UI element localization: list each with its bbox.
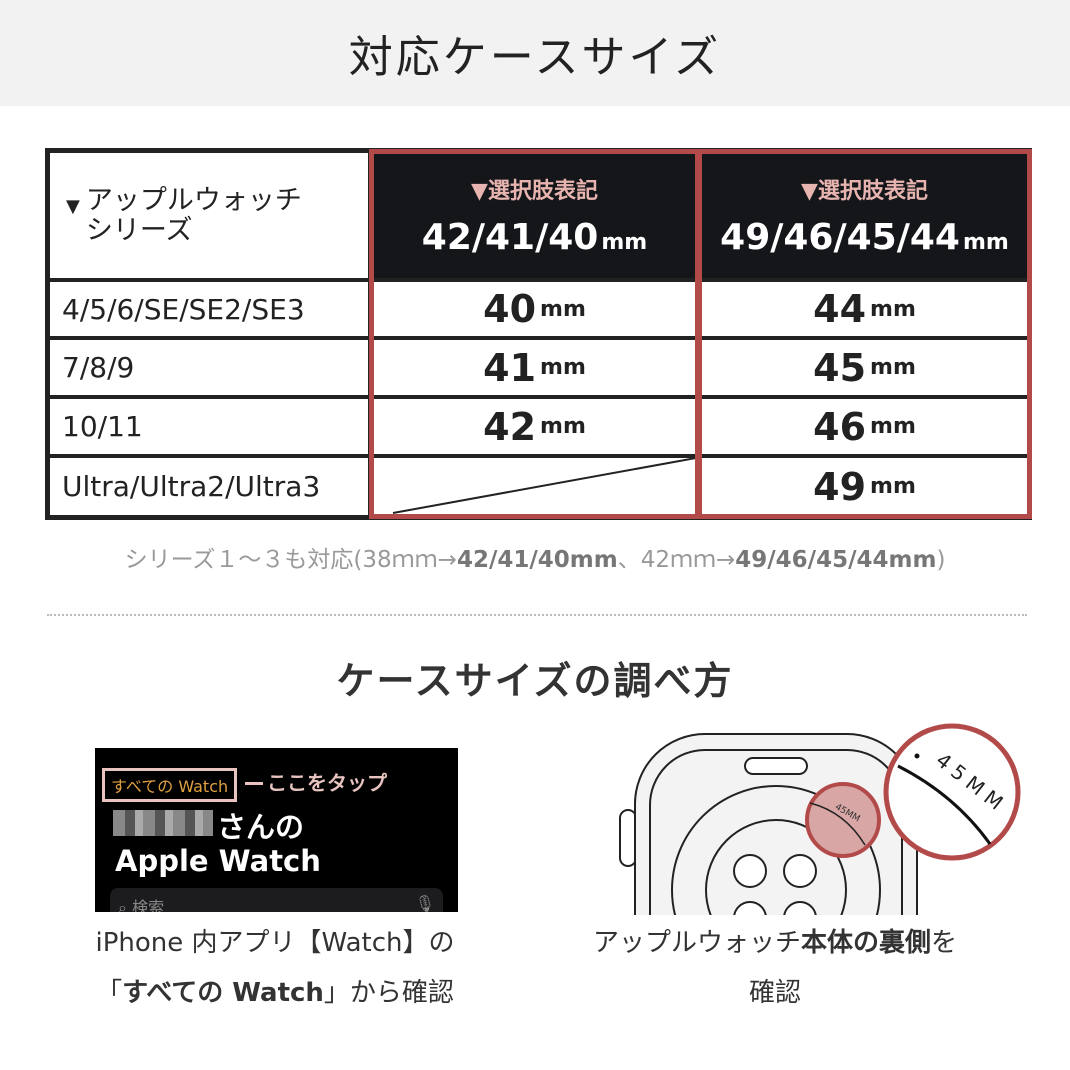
dotted-divider xyxy=(47,614,1027,616)
unit: mm xyxy=(601,230,648,255)
search-field: ⌕ 検索 🎙 xyxy=(110,888,443,912)
size-cell: 41 mm xyxy=(373,340,696,395)
caption-bold: 本体の裏側 xyxy=(800,928,931,958)
howto-title: ケースサイズの調べ方 xyxy=(336,659,734,703)
caption-line: 確認 xyxy=(748,978,801,1008)
column-header-small: ▼選択肢表記 42/41/40 mm xyxy=(373,153,696,278)
blurred-name xyxy=(113,810,213,836)
column-header-large: ▼選択肢表記 49/46/45/44 mm xyxy=(701,153,1028,278)
search-icon: ⌕ xyxy=(118,898,127,912)
caption-text: 「 xyxy=(96,978,123,1008)
mic-icon: 🎙 xyxy=(414,894,435,912)
unit: mm xyxy=(870,355,916,380)
size-cell: 42 mm xyxy=(373,399,696,454)
all-watch-link: すべての Watch xyxy=(102,768,238,802)
series-label: 4/5/6/SE/SE2/SE3 xyxy=(50,282,368,336)
series-label: 7/8/9 xyxy=(50,340,368,395)
caption-text: を xyxy=(931,928,958,958)
search-placeholder: 検索 xyxy=(132,898,165,912)
unit: mm xyxy=(540,355,586,380)
caption-text: 」から確認 xyxy=(323,978,454,1008)
size-cell: 44 mm xyxy=(701,282,1028,336)
note-text: ) xyxy=(936,547,946,573)
page-title: 対応ケースサイズ xyxy=(0,0,1070,106)
iphone-screenshot: すべての Watch ここをタップ さんの Apple Watch ⌕ 検索 🎙 xyxy=(95,748,458,912)
size-cell: 45 mm xyxy=(701,340,1028,395)
note-text: 、42ｍｍ→ xyxy=(617,547,736,573)
selector-label: ▼選択肢表記 xyxy=(801,179,928,204)
unit: mm xyxy=(962,230,1009,255)
size-value: 42 xyxy=(483,404,537,449)
size-cell: 49 mm xyxy=(701,458,1028,515)
left-caption: iPhone 内アプリ【Watch】の 「すべての Watch」から確認 xyxy=(40,918,510,1018)
caption-line: iPhone 内アプリ【Watch】の xyxy=(95,928,455,958)
tap-here-label: ここをタップ xyxy=(267,771,387,795)
size-cell: 40 mm xyxy=(373,282,696,336)
note-size-a: 42/41/40mm xyxy=(456,547,618,573)
size-value: 49 xyxy=(813,464,867,509)
size-cell: 46 mm xyxy=(701,399,1028,454)
diagonal-slash xyxy=(392,458,696,514)
highlight-frame-large xyxy=(697,149,1032,519)
unit: mm xyxy=(870,474,916,499)
caption-text: アップルウォッチ xyxy=(592,928,801,958)
note-text: シリーズ１〜３も対応(38ｍｍ→ xyxy=(124,547,457,573)
watch-back-illustration: 45MM 45MM xyxy=(619,723,1021,915)
series-label: 10/11 xyxy=(50,399,368,454)
corner-header: ▼ アップルウォッチ シリーズ xyxy=(50,153,368,278)
right-caption: アップルウォッチ本体の裏側を 確認 xyxy=(540,918,1010,1018)
corner-line2: シリーズ xyxy=(85,214,193,246)
apple-watch-heading: Apple Watch xyxy=(115,844,321,878)
corner-line1: アップルウォッチ xyxy=(85,184,302,216)
size-value: 41 xyxy=(483,345,537,390)
unit: mm xyxy=(870,296,916,322)
caption-bold: すべての Watch xyxy=(122,978,324,1008)
unit: mm xyxy=(870,414,916,439)
magnifier-circle xyxy=(883,723,1021,861)
size-value: 46 xyxy=(813,404,867,449)
unit: mm xyxy=(540,296,586,322)
size-range: 42/41/40 xyxy=(421,217,599,258)
size-value: 44 xyxy=(813,287,867,331)
selector-label: ▼選択肢表記 xyxy=(471,179,598,204)
highlight-frame-small xyxy=(369,149,700,519)
unit: mm xyxy=(540,414,586,439)
size-range: 49/46/45/44 xyxy=(720,217,960,258)
note-size-b: 49/46/45/44mm xyxy=(735,547,937,573)
size-value: 45 xyxy=(813,345,867,390)
size-value: 40 xyxy=(483,287,537,331)
owner-name-suffix: さんの xyxy=(217,810,305,844)
series-label: Ultra/Ultra2/Ultra3 xyxy=(50,458,368,515)
not-applicable-cell xyxy=(373,458,696,515)
triangle-down-icon: ▼ xyxy=(66,196,80,217)
compatibility-note: シリーズ１〜３も対応(38ｍｍ→42/41/40mm、42ｍｍ→49/46/45… xyxy=(0,540,1070,574)
